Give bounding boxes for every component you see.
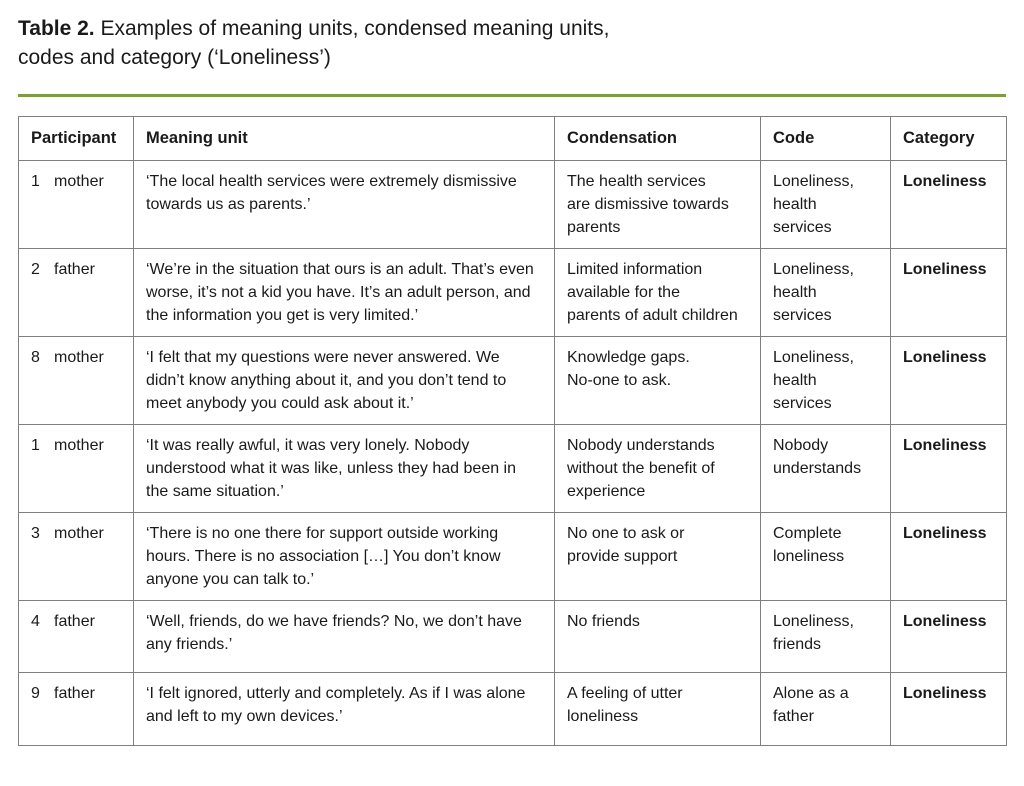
table-row: 3 mother ‘There is no one there for suppo…	[18, 512, 1007, 601]
meaning-unit-cell: ‘I felt ignored, utterly and completely.…	[133, 672, 555, 746]
participant-cell: 4 father	[18, 600, 134, 673]
condensation-cell: A feeling of utter loneliness	[554, 672, 761, 746]
participant-role: father	[54, 261, 95, 278]
top-rule	[18, 94, 1006, 97]
table-body: 1 mother ‘The local health services were …	[18, 160, 1007, 746]
code-cell: Complete loneliness	[760, 512, 891, 601]
participant-cell: 9 father	[18, 672, 134, 746]
condensation-cell: Limited information available for the pa…	[554, 248, 761, 337]
code-cell: Alone as a father	[760, 672, 891, 746]
participant-role: father	[54, 685, 95, 702]
condensation-cell: No one to ask or provide support	[554, 512, 761, 601]
column-header-category: Category	[890, 116, 1007, 161]
participant-number: 8	[31, 349, 40, 366]
code-cell: Nobody understands	[760, 424, 891, 513]
table-header: Participant Meaning unit Condensation Co…	[18, 116, 1007, 161]
category-cell: Loneliness	[890, 600, 1007, 673]
condensation-cell: No friends	[554, 600, 761, 673]
table-row: 2 father ‘We’re in the situation that our…	[18, 248, 1007, 337]
table-row: 4 father ‘Well, friends, do we have frien…	[18, 600, 1007, 673]
caption-label: Table 2.	[18, 17, 95, 40]
header-row: Participant Meaning unit Condensation Co…	[18, 116, 1007, 161]
code-cell: Loneliness, health services	[760, 336, 891, 425]
participant-role: father	[54, 613, 95, 630]
participant-number: 2	[31, 261, 40, 278]
table-row: 9 father ‘I felt ignored, utterly and com…	[18, 672, 1007, 746]
caption-text-line1: Examples of meaning units, condensed mea…	[100, 17, 610, 40]
participant-cell: 3 mother	[18, 512, 134, 601]
code-cell: Loneliness, health services	[760, 248, 891, 337]
table-row: 1 mother ‘The local health services were …	[18, 160, 1007, 249]
column-header-participant: Participant	[18, 116, 134, 161]
code-cell: Loneliness, health services	[760, 160, 891, 249]
participant-number: 1	[31, 437, 40, 454]
category-cell: Loneliness	[890, 336, 1007, 425]
participant-role: mother	[54, 437, 104, 454]
meaning-unit-cell: ‘I felt that my questions were never ans…	[133, 336, 555, 425]
participant-cell: 8 mother	[18, 336, 134, 425]
table-caption: Table 2. Examples of meaning units, cond…	[18, 14, 838, 72]
participant-cell: 2 father	[18, 248, 134, 337]
column-header-meaning-unit: Meaning unit	[133, 116, 555, 161]
condensation-cell: Nobody understands without the benefit o…	[554, 424, 761, 513]
table-row: 8 mother ‘I felt that my questions were n…	[18, 336, 1007, 425]
participant-role: mother	[54, 173, 104, 190]
participant-role: mother	[54, 349, 104, 366]
caption-text-line2: codes and category (‘Loneliness’)	[18, 46, 331, 69]
participant-number: 1	[31, 173, 40, 190]
column-header-condensation: Condensation	[554, 116, 761, 161]
code-cell: Loneliness, friends	[760, 600, 891, 673]
condensation-cell: The health services are dismissive towar…	[554, 160, 761, 249]
category-cell: Loneliness	[890, 160, 1007, 249]
loneliness-table: Participant Meaning unit Condensation Co…	[18, 116, 1007, 746]
meaning-unit-cell: ‘It was really awful, it was very lonely…	[133, 424, 555, 513]
meaning-unit-cell: ‘Well, friends, do we have friends? No, …	[133, 600, 555, 673]
category-cell: Loneliness	[890, 672, 1007, 746]
category-cell: Loneliness	[890, 424, 1007, 513]
condensation-cell: Knowledge gaps. No-one to ask.	[554, 336, 761, 425]
meaning-unit-cell: ‘We’re in the situation that ours is an …	[133, 248, 555, 337]
meaning-unit-cell: ‘There is no one there for support outsi…	[133, 512, 555, 601]
participant-role: mother	[54, 525, 104, 542]
table-row: 1 mother ‘It was really awful, it was ver…	[18, 424, 1007, 513]
category-cell: Loneliness	[890, 512, 1007, 601]
participant-number: 3	[31, 525, 40, 542]
participant-number: 9	[31, 685, 40, 702]
category-cell: Loneliness	[890, 248, 1007, 337]
participant-cell: 1 mother	[18, 424, 134, 513]
participant-number: 4	[31, 613, 40, 630]
column-header-code: Code	[760, 116, 891, 161]
meaning-unit-cell: ‘The local health services were extremel…	[133, 160, 555, 249]
participant-cell: 1 mother	[18, 160, 134, 249]
